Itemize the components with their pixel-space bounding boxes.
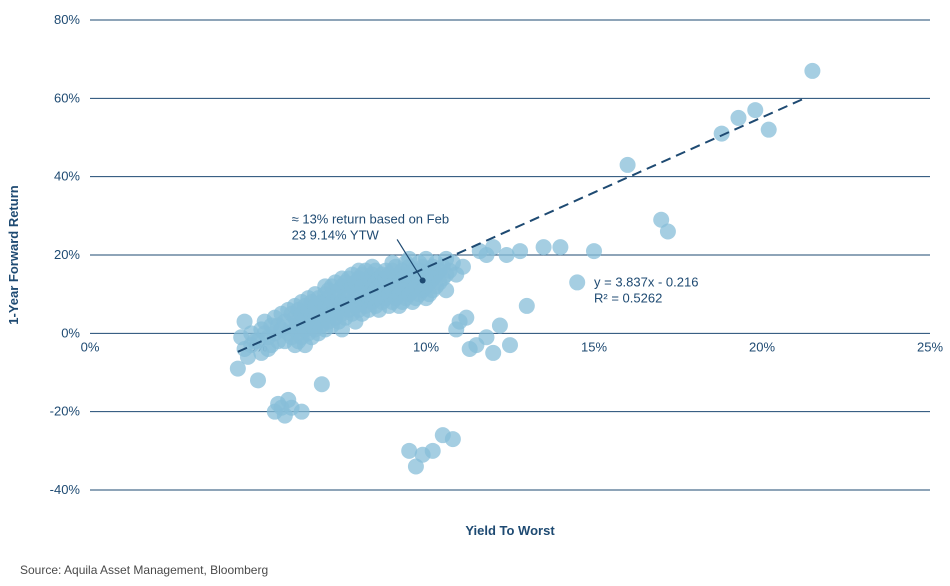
annotation-line2: 23 9.14% YTW — [292, 228, 380, 243]
data-point — [458, 310, 474, 326]
ytick-label: 20% — [54, 247, 80, 262]
data-point — [747, 102, 763, 118]
xtick-label: 15% — [581, 339, 607, 354]
data-point — [314, 376, 330, 392]
data-point — [485, 239, 501, 255]
data-point — [485, 345, 501, 361]
data-point — [620, 157, 636, 173]
scatter-points — [230, 63, 821, 475]
chart-container: -40%-20%0%20%40%60%80%0%5%10%15%20%25%y … — [0, 0, 950, 586]
xtick-label: 0% — [81, 339, 100, 354]
data-point — [804, 63, 820, 79]
data-point — [552, 239, 568, 255]
data-point — [502, 337, 518, 353]
xtick-label: 25% — [917, 339, 943, 354]
ytick-label: 60% — [54, 90, 80, 105]
x-axis-label: Yield To Worst — [465, 523, 555, 538]
data-point — [492, 318, 508, 334]
ytick-label: 40% — [54, 169, 80, 184]
data-point — [425, 443, 441, 459]
data-point — [730, 110, 746, 126]
data-point — [294, 404, 310, 420]
data-point — [569, 274, 585, 290]
data-point — [519, 298, 535, 314]
data-point — [660, 224, 676, 240]
scatter-chart: -40%-20%0%20%40%60%80%0%5%10%15%20%25%y … — [0, 0, 950, 586]
xtick-label: 20% — [749, 339, 775, 354]
ytick-label: -40% — [50, 482, 81, 497]
data-point — [445, 431, 461, 447]
data-point — [586, 243, 602, 259]
ytick-label: 0% — [61, 325, 80, 340]
data-point — [499, 247, 515, 263]
data-point — [512, 243, 528, 259]
trendline-r2: R² = 0.5262 — [594, 290, 662, 305]
ytick-label: -20% — [50, 404, 81, 419]
data-point — [536, 239, 552, 255]
source-text: Source: Aquila Asset Management, Bloombe… — [20, 563, 268, 577]
data-point — [455, 259, 471, 275]
data-point — [438, 282, 454, 298]
y-axis-label: 1-Year Forward Return — [6, 185, 21, 324]
ytick-label: 80% — [54, 12, 80, 27]
annotation-line1: ≈ 13% return based on Feb — [292, 212, 449, 227]
trendline-equation: y = 3.837x - 0.216 — [594, 274, 698, 289]
data-point — [478, 329, 494, 345]
data-point — [761, 122, 777, 138]
annotation-dot — [420, 277, 426, 283]
data-point — [250, 372, 266, 388]
data-point — [401, 443, 417, 459]
xtick-label: 10% — [413, 339, 439, 354]
